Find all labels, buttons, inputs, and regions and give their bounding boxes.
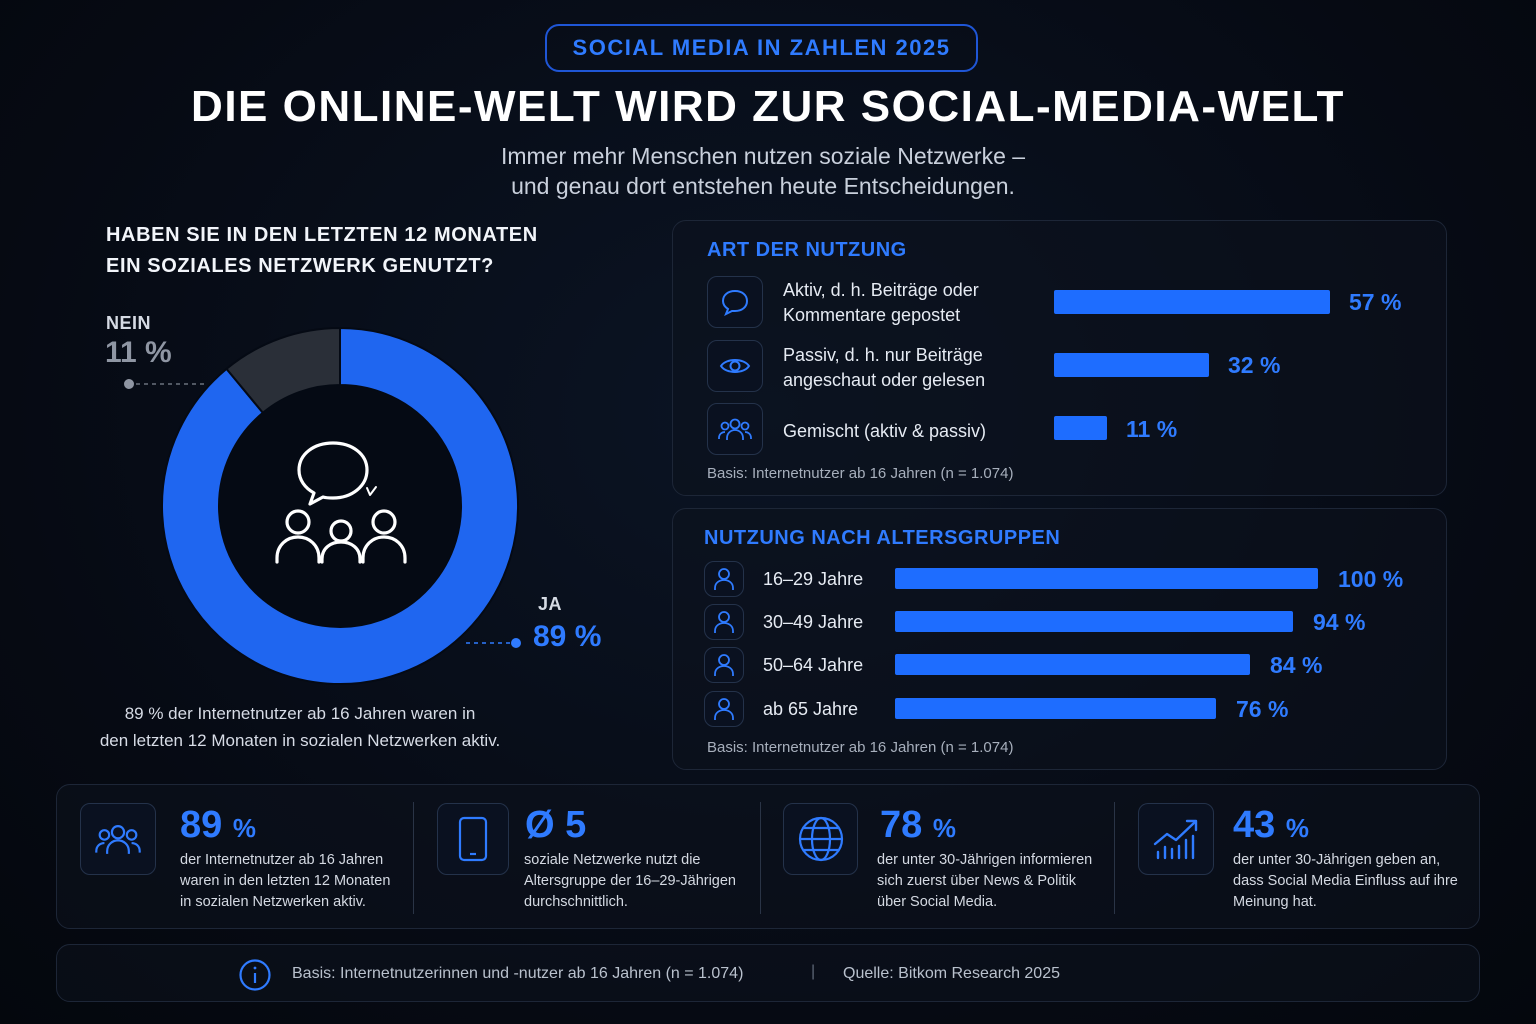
- stat-3-line-1: der unter 30-Jährigen informieren: [877, 852, 1093, 868]
- donut-caption-line-2: den letzten 12 Monaten in sozialen Netzw…: [99, 731, 501, 750]
- stat-1-value: 89: [180, 804, 223, 846]
- stat-2-number: Ø 5: [525, 803, 586, 847]
- stat-3-unit: %: [932, 813, 956, 843]
- usage-value-active: 57 %: [1349, 289, 1402, 315]
- user-icon: [704, 604, 744, 640]
- stat-3-line-2: sich zuerst über News & Politik: [877, 873, 1077, 889]
- user-icon: [704, 561, 744, 597]
- usage-bar-active: [1054, 290, 1330, 314]
- stat-1-line-3: in sozialen Netzwerken aktiv.: [180, 894, 366, 910]
- stat-4-number: 43 %: [1233, 803, 1309, 850]
- stat-4-unit: %: [1285, 813, 1309, 843]
- age-bar: [895, 654, 1250, 675]
- donut-hole: [219, 385, 461, 627]
- usage-row-1-label-line-2: Kommentare gepostet: [783, 305, 961, 325]
- age-row-label: ab 65 Jahre: [763, 699, 859, 719]
- stat-1-unit: %: [232, 813, 256, 843]
- stat-2-text: soziale Netzwerke nutzt die Altersgruppe…: [524, 850, 754, 913]
- age-value: 100 %: [1338, 566, 1404, 592]
- stat-3-number: 78 %: [880, 803, 956, 850]
- donut-question-line-1: HABEN SIE IN DEN LETZTEN 12 MONATEN: [106, 224, 538, 246]
- stat-1-line-1: der Internetnutzer ab 16 Jahren: [180, 852, 384, 868]
- footer-source: Quelle: Bitkom Research 2025: [843, 965, 1060, 982]
- donut-caption-line-1: 89 % der Internetnutzer ab 16 Jahren war…: [124, 704, 476, 723]
- growth-chart-icon: [1138, 803, 1214, 875]
- stat-4-value: 43: [1233, 804, 1276, 846]
- age-row-label: 30–49 Jahre: [763, 612, 864, 632]
- age-bar: [895, 568, 1318, 589]
- stat-2-value: Ø 5: [525, 804, 587, 846]
- stats-strip: [56, 784, 1480, 929]
- usage-value-mixed: 11 %: [1126, 416, 1178, 442]
- header-pill: SOCIAL MEDIA IN ZAHLEN 2025: [545, 24, 978, 72]
- header-pill-label: SOCIAL MEDIA IN ZAHLEN 2025: [572, 35, 951, 60]
- age-value: 84 %: [1270, 652, 1323, 678]
- stat-2-line-2: Altersgruppe der 16–29-Jährigen: [524, 873, 736, 889]
- donut-label-ja: JA: [538, 594, 563, 614]
- usage-row-2-label-line-1: Passiv, d. h. nur Beiträge: [783, 345, 983, 365]
- stat-4-line-1: der unter 30-Jährigen geben an,: [1233, 852, 1441, 868]
- age-row-label: 16–29 Jahre: [763, 569, 864, 589]
- stat-4-line-2: dass Social Media Einfluss auf ihre: [1233, 873, 1458, 889]
- usage-row-3-label: Gemischt (aktiv & passiv): [783, 421, 987, 441]
- group-icon: [707, 403, 763, 455]
- footer-bar: [56, 944, 1480, 1002]
- age-groups-title: NUTZUNG NACH ALTERSGRUPPEN: [704, 527, 1061, 549]
- age-bar: [895, 698, 1216, 719]
- stat-2-line-1: soziale Netzwerke nutzt die: [524, 852, 701, 868]
- stat-1-text: der Internetnutzer ab 16 Jahren waren in…: [180, 850, 410, 913]
- smartphone-icon: [437, 803, 509, 875]
- usage-type-title: ART DER NUTZUNG: [707, 239, 907, 261]
- speech-bubble-icon: [707, 276, 763, 328]
- subtitle-line-2: und genau dort entstehen heute Entscheid…: [511, 173, 1015, 199]
- age-groups-panel: [672, 508, 1447, 770]
- usage-row-1-label-line-1: Aktiv, d. h. Beiträge oder: [783, 280, 979, 300]
- stat-1-number: 89 %: [180, 803, 256, 850]
- user-icon: [704, 647, 744, 683]
- stat-2-line-3: durchschnittlich.: [524, 894, 628, 910]
- stats-divider: [413, 802, 414, 914]
- page-title: DIE ONLINE-WELT WIRD ZUR SOCIAL-MEDIA-WE…: [191, 82, 1345, 131]
- ja-leader-dot: [511, 638, 521, 648]
- footer-basis: Basis: Internetnutzerinnen und -nutzer a…: [292, 965, 744, 982]
- info-icon: [238, 958, 272, 997]
- donut-value-ja: 89 %: [533, 620, 602, 653]
- stat-4-line-3: Meinung hat.: [1233, 894, 1317, 910]
- stats-divider: [1114, 802, 1115, 914]
- donut-question-line-2: EIN SOZIALES NETZWERK GENUTZT?: [106, 255, 494, 277]
- subtitle-line-1: Immer mehr Menschen nutzen soziale Netzw…: [500, 143, 1026, 169]
- usage-row-2-label-line-2: angeschaut oder gelesen: [783, 370, 986, 390]
- age-value: 76 %: [1236, 696, 1289, 722]
- usage-bar-mixed: [1054, 416, 1107, 440]
- stat-4-text: der unter 30-Jährigen geben an, dass Soc…: [1233, 850, 1463, 913]
- age-bar: [895, 611, 1293, 632]
- donut-label-nein: NEIN: [106, 313, 152, 333]
- chat-group-icon: [275, 441, 407, 564]
- usage-value-passive: 32 %: [1228, 352, 1281, 378]
- footer-separator: |: [811, 963, 816, 980]
- globe-icon: [783, 803, 858, 875]
- age-value: 94 %: [1313, 609, 1366, 635]
- age-row-label: 50–64 Jahre: [763, 655, 864, 675]
- age-basis: Basis: Internetnutzer ab 16 Jahren (n = …: [707, 739, 1014, 756]
- stat-3-line-3: über Social Media.: [877, 894, 998, 910]
- group-icon: [80, 803, 156, 875]
- stat-1-line-2: waren in den letzten 12 Monaten: [180, 873, 391, 889]
- donut-value-nein: 11 %: [105, 336, 172, 369]
- stat-3-text: der unter 30-Jährigen informieren sich z…: [877, 850, 1107, 913]
- eye-icon: [707, 340, 763, 392]
- stats-divider: [760, 802, 761, 914]
- usage-basis: Basis: Internetnutzer ab 16 Jahren (n = …: [707, 465, 1014, 482]
- usage-bar-passive: [1054, 353, 1209, 377]
- donut-chart: [161, 326, 519, 685]
- stat-3-value: 78: [880, 804, 923, 846]
- user-icon: [704, 691, 744, 727]
- nein-leader-dot: [124, 379, 134, 389]
